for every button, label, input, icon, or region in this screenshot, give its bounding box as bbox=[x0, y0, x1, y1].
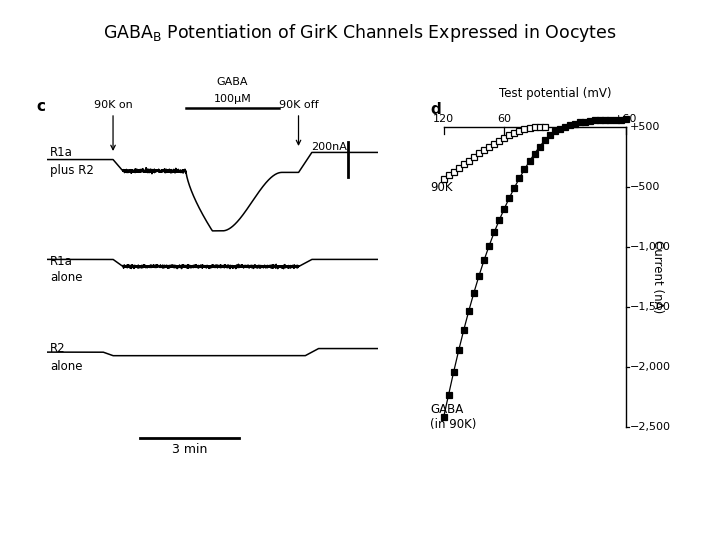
Text: 90K: 90K bbox=[431, 181, 453, 194]
Text: 200nA: 200nA bbox=[310, 142, 346, 152]
Text: GABA
(in 90K): GABA (in 90K) bbox=[431, 403, 477, 431]
Text: alone: alone bbox=[50, 272, 83, 285]
Text: −2,500: −2,500 bbox=[630, 422, 670, 432]
Text: −1,500: −1,500 bbox=[630, 302, 670, 312]
Text: 90K off: 90K off bbox=[279, 100, 318, 145]
Text: +500: +500 bbox=[630, 122, 660, 132]
Text: c: c bbox=[37, 99, 46, 114]
Text: −500: −500 bbox=[630, 182, 660, 192]
Text: R1a: R1a bbox=[50, 146, 73, 159]
Text: 100μM: 100μM bbox=[213, 94, 251, 104]
Text: −2,000: −2,000 bbox=[630, 362, 670, 372]
Text: GABA$_\mathrm{B}$ Potentiation of GirK Channels Expressed in Oocytes: GABA$_\mathrm{B}$ Potentiation of GirK C… bbox=[103, 22, 617, 44]
Text: alone: alone bbox=[50, 360, 83, 373]
Text: 60: 60 bbox=[498, 113, 511, 124]
Text: R1a: R1a bbox=[50, 255, 73, 268]
Text: R2: R2 bbox=[50, 342, 66, 355]
Text: Test potential (mV): Test potential (mV) bbox=[498, 86, 611, 99]
Text: plus R2: plus R2 bbox=[50, 164, 94, 177]
Text: +60: +60 bbox=[614, 113, 637, 124]
Text: −1,000: −1,000 bbox=[630, 242, 670, 252]
Text: 120: 120 bbox=[433, 113, 454, 124]
Text: GABA: GABA bbox=[217, 77, 248, 87]
Text: d: d bbox=[431, 102, 441, 117]
Text: Current (nA): Current (nA) bbox=[652, 240, 665, 314]
Text: 90K on: 90K on bbox=[94, 100, 132, 150]
Text: 3 min: 3 min bbox=[171, 443, 207, 456]
